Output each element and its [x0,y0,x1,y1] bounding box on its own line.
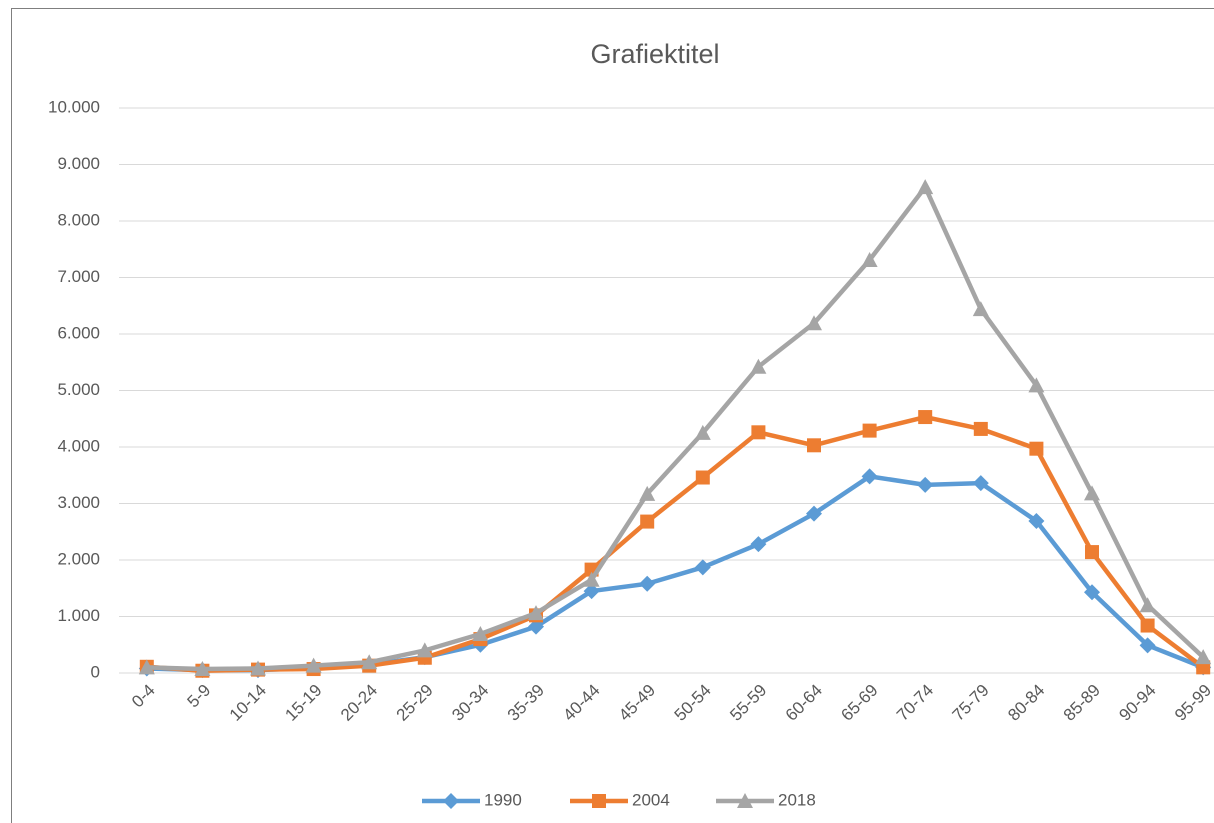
legend-marker [737,793,753,808]
y-tick-label: 2.000 [57,549,100,568]
data-point [416,642,433,658]
data-point [695,470,710,485]
data-point [194,661,211,677]
data-point [583,571,600,587]
y-tick-label: 7.000 [57,267,100,286]
legend-label: 2018 [778,790,816,809]
series-line [146,184,1205,672]
chart-title: Grafiektitel [590,39,719,69]
data-point [1029,441,1044,456]
data-point [861,251,878,267]
data-point [750,358,767,374]
data-point [917,179,934,195]
data-point [1028,377,1045,393]
chart-frame [11,8,1214,823]
data-point [250,660,266,676]
y-tick-label: 1.000 [57,606,100,625]
data-point [972,301,989,317]
data-point [640,514,655,529]
data-point [972,475,989,492]
data-point [361,654,378,670]
data-point [973,421,988,436]
legend-label: 1990 [484,790,522,809]
data-point [528,618,544,635]
series-line [146,414,1205,673]
data-point [694,424,711,440]
y-tick-label: 10.000 [48,97,100,116]
y-tick-label: 6.000 [57,323,100,342]
data-point [138,659,155,675]
data-point [639,485,656,501]
data-point [1139,637,1156,654]
data-point [1084,584,1100,601]
data-point [807,438,821,453]
data-point [806,505,822,522]
legend-marker [443,793,459,809]
data-point [917,476,934,493]
data-point [472,626,489,642]
data-point [694,559,711,576]
data-point [305,657,322,673]
y-tick-label: 4.000 [57,436,100,455]
legend-marker [592,794,606,808]
legend-label: 2004 [632,790,670,809]
data-point [918,410,933,425]
data-point [806,315,822,331]
y-tick-label: 8.000 [57,210,100,229]
data-point [1139,597,1156,613]
data-point [583,583,600,600]
data-point [639,575,656,592]
data-point [528,605,544,621]
data-point [861,468,878,485]
y-tick-label: 9.000 [57,154,100,173]
data-point [751,425,766,440]
data-point [1085,545,1099,560]
data-point [1028,513,1045,530]
y-tick-label: 0 [91,662,100,681]
data-point [1195,649,1212,665]
data-point [750,536,767,553]
data-point [1084,485,1100,501]
y-tick-label: 5.000 [57,380,100,399]
data-point [862,423,877,438]
y-tick-label: 3.000 [57,493,100,512]
data-point [1140,618,1155,633]
